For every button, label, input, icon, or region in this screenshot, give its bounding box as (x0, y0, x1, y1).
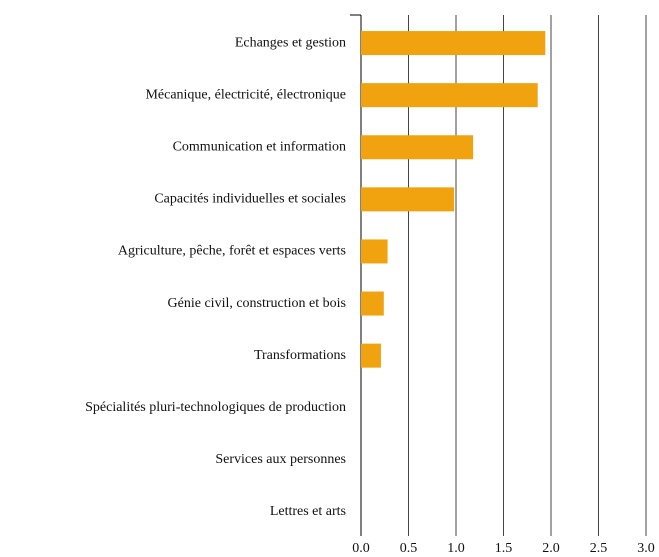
bar (361, 31, 546, 56)
y-tick-label: Agriculture, pêche, forêt et espaces ver… (118, 244, 346, 259)
x-tick-label: 1.5 (495, 541, 513, 556)
bar (361, 83, 538, 108)
bar (361, 135, 474, 160)
y-tick-label: Echanges et gestion (235, 35, 346, 50)
x-tick-label: 2.5 (590, 541, 608, 556)
bar (361, 187, 455, 212)
bar (361, 239, 388, 264)
y-tick-label: Spécialités pluri-technologiques de prod… (85, 400, 346, 415)
y-tick-label: Mécanique, électricité, électronique (145, 87, 346, 102)
y-tick-label: Communication et information (173, 139, 346, 154)
y-tick-label: Transformations (254, 348, 346, 363)
x-tick-label: 3.0 (637, 541, 655, 556)
y-tick-label: Génie civil, construction et bois (168, 296, 346, 311)
bar (361, 343, 381, 368)
y-tick-label: Lettres et arts (270, 504, 346, 519)
x-tick-label: 0.5 (400, 541, 418, 556)
x-tick-label: 2.0 (542, 541, 560, 556)
x-tick-label: 1.0 (447, 541, 465, 556)
y-tick-label: Capacités individuelles et sociales (154, 192, 346, 207)
x-tick-label: 0.0 (352, 541, 370, 556)
y-tick-label: Services aux personnes (215, 452, 346, 467)
bar (361, 291, 384, 316)
